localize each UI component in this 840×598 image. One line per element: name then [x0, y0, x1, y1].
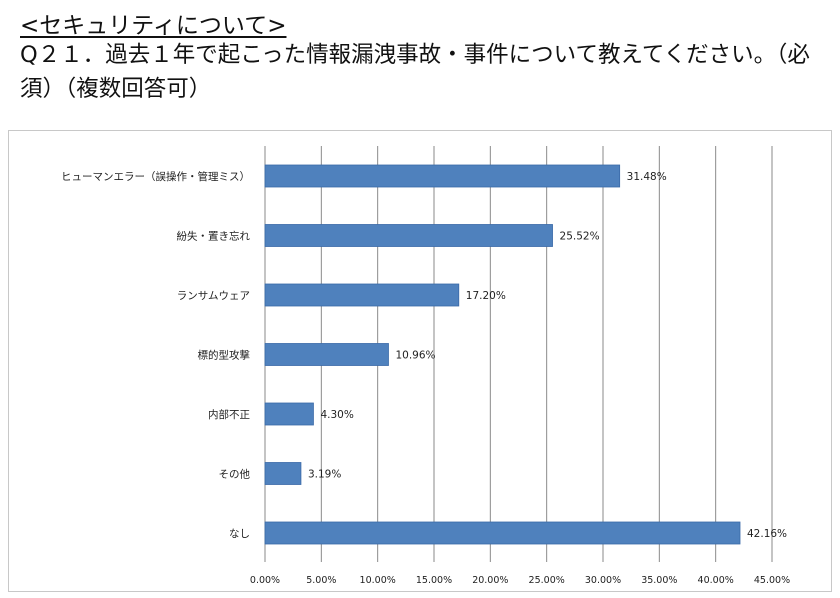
value-label: 31.48% [627, 171, 667, 183]
x-tick-label: 40.00% [698, 575, 734, 586]
x-tick-label: 20.00% [472, 575, 508, 586]
x-tick-label: 30.00% [585, 575, 621, 586]
value-label: 10.96% [395, 350, 435, 362]
labels: 0.00% 5.00% 10.00% 15.00% 20.00% 25.00% 30.00%… [61, 170, 790, 586]
category-label: その他 [219, 468, 251, 481]
bar [264, 521, 741, 545]
value-label: 25.52% [560, 231, 600, 243]
value-label: 3.19% [308, 469, 341, 481]
x-tick-label: 15.00% [416, 575, 452, 586]
x-tick-label: 25.00% [529, 575, 565, 586]
category-label: 標的型攻撃 [198, 349, 251, 362]
chart-frame [8, 130, 832, 592]
bar [264, 164, 621, 188]
category-label: 紛失・置き忘れ [177, 230, 251, 243]
bar [264, 224, 553, 247]
category-label: なし [229, 528, 250, 540]
x-tick-label: 10.00% [360, 575, 396, 586]
x-tick-label: 5.00% [306, 575, 336, 586]
category-label: ランサムウェア [177, 290, 250, 302]
section-heading: <セキュリティについて> [20, 13, 287, 39]
bar [264, 283, 460, 307]
x-tick-label: 35.00% [641, 575, 677, 586]
bar [264, 462, 302, 485]
value-label: 17.20% [466, 290, 506, 302]
bar [264, 343, 389, 366]
question-text: Q２１．過去１年で起こった情報漏洩事故・事件について教えてください。（必須）（複… [20, 42, 810, 102]
value-label: 42.16% [747, 528, 787, 540]
value-label: 4.30% [320, 409, 353, 421]
bar [264, 402, 314, 426]
x-tick-label: 0.00% [250, 575, 280, 586]
bars [264, 164, 741, 545]
category-label: 内部不正 [208, 408, 250, 421]
category-label: ヒューマンエラー（誤操作・管理ミス） [61, 170, 250, 183]
x-tick-label: 45.00% [754, 575, 790, 586]
